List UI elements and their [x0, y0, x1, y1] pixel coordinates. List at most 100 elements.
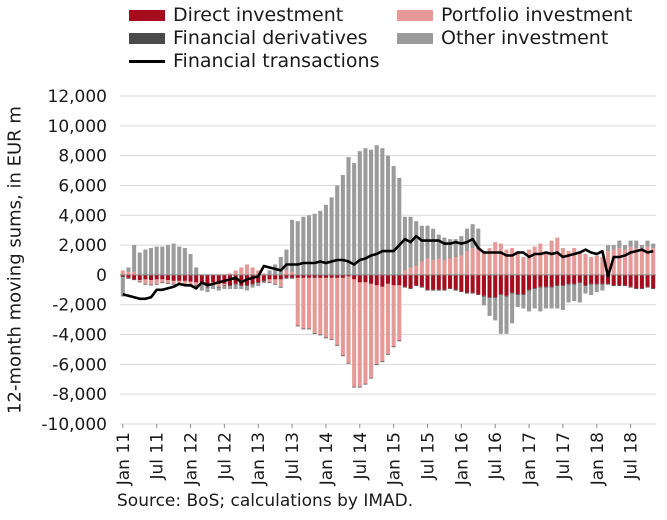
legend: Direct investment Portfolio investment F… — [0, 0, 667, 78]
bar-segment — [606, 245, 611, 252]
bar-segment — [132, 279, 137, 281]
bar-segment — [521, 257, 526, 275]
bar-segment — [295, 277, 300, 326]
bar-segment — [267, 282, 272, 284]
bar-segment — [645, 286, 650, 288]
bar-segment — [538, 243, 543, 275]
bar-segment — [154, 279, 159, 284]
bar-segment — [577, 274, 582, 283]
bar-segment — [120, 270, 125, 275]
bar-segment — [402, 274, 407, 287]
bar-segment — [290, 274, 295, 278]
bar-segment — [329, 277, 334, 340]
bar-segment — [126, 271, 131, 275]
bar-segment — [352, 163, 357, 275]
bar-segment — [583, 286, 588, 294]
bar-segment — [267, 274, 272, 280]
x-tick-label: Jan 18 — [588, 432, 608, 486]
bar-segment — [137, 252, 142, 275]
bar-segment — [329, 339, 334, 340]
bar-segment — [594, 283, 599, 285]
bar-segment — [532, 288, 537, 290]
bar-segment — [521, 295, 526, 309]
bar-segment — [301, 216, 306, 275]
y-tick-label: 8,000 — [58, 147, 107, 167]
bar-segment — [380, 148, 385, 275]
bar-segment — [414, 221, 419, 266]
bar-segment — [312, 277, 317, 334]
bar-segment — [199, 274, 204, 283]
bar-segment — [448, 274, 453, 289]
bar-segment — [628, 246, 633, 275]
bar-segment — [177, 274, 182, 281]
bar-segment — [543, 287, 549, 309]
bar-segment — [171, 280, 176, 284]
bar-segment — [645, 240, 650, 247]
bar-segment — [261, 273, 266, 275]
bar-segment — [160, 282, 165, 284]
bar-segment — [171, 283, 176, 285]
bar-segment — [284, 249, 289, 271]
bar-segment — [385, 283, 391, 354]
bar-segment — [391, 166, 396, 275]
bar-segment — [312, 333, 317, 334]
bar-segment — [402, 270, 407, 275]
bar-segment — [464, 228, 470, 252]
bar-segment — [369, 274, 374, 284]
bar-segment — [256, 283, 261, 287]
bar-segment — [453, 239, 458, 258]
bar-segment — [622, 249, 627, 275]
bar-segment — [594, 255, 599, 275]
bar-segment — [611, 249, 616, 275]
bar-segment — [244, 285, 249, 287]
bar-segment — [408, 274, 413, 289]
bar-segment — [555, 237, 560, 275]
bar-segment — [329, 197, 334, 275]
bar-segment — [340, 355, 345, 357]
bar-segment — [205, 286, 210, 288]
bar-segment — [126, 267, 131, 272]
legend-line — [129, 59, 165, 63]
bar-segment — [194, 282, 199, 286]
bar-segment — [639, 245, 644, 250]
bar-segment — [521, 294, 526, 296]
bar-segment — [414, 265, 419, 275]
y-tick-label: -4,000 — [52, 326, 107, 346]
bar-segment — [149, 248, 154, 275]
bar-segment — [442, 274, 447, 290]
bar-segment — [340, 277, 345, 356]
legend-swatch — [397, 9, 433, 21]
bar-segment — [312, 213, 317, 275]
bar-segment — [227, 273, 233, 275]
bar-segment — [278, 274, 283, 280]
bar-segment — [459, 274, 464, 292]
bar-segment — [323, 277, 328, 338]
bar-segment — [363, 383, 368, 385]
bar-segment — [335, 274, 340, 278]
bar-segment — [583, 254, 588, 275]
y-tick-labels: -10,000 -8,000 -6,000 -4,000 -2,000 0 2,000 4,0… — [41, 87, 107, 435]
bar-segment — [617, 240, 622, 249]
bar-segment — [402, 216, 407, 271]
bar-segment — [628, 274, 633, 287]
bar-segment — [284, 270, 289, 275]
bar-segment — [419, 274, 424, 287]
bar-segment — [628, 240, 633, 247]
y-tick-label: 2,000 — [58, 236, 107, 256]
bar-segment — [149, 280, 154, 285]
bar-segment — [589, 274, 594, 284]
bar-segment — [182, 274, 187, 281]
bar-segment — [335, 277, 340, 345]
bar-segment — [137, 281, 142, 283]
bar-segment — [543, 254, 549, 275]
bar-segment — [295, 325, 300, 327]
bar-segment — [555, 285, 560, 287]
bar-segment — [464, 274, 470, 293]
x-tick-label: Jan 12 — [182, 432, 202, 486]
x-tick-labels: Jan 11 Jul 11 Jan 12 Jul 12 Jan 13 Jul 13 Jan … — [114, 424, 642, 486]
bar-segment — [538, 287, 543, 312]
bar-segment — [628, 286, 633, 288]
bar-segment — [589, 283, 594, 285]
bar-segment — [622, 274, 627, 286]
